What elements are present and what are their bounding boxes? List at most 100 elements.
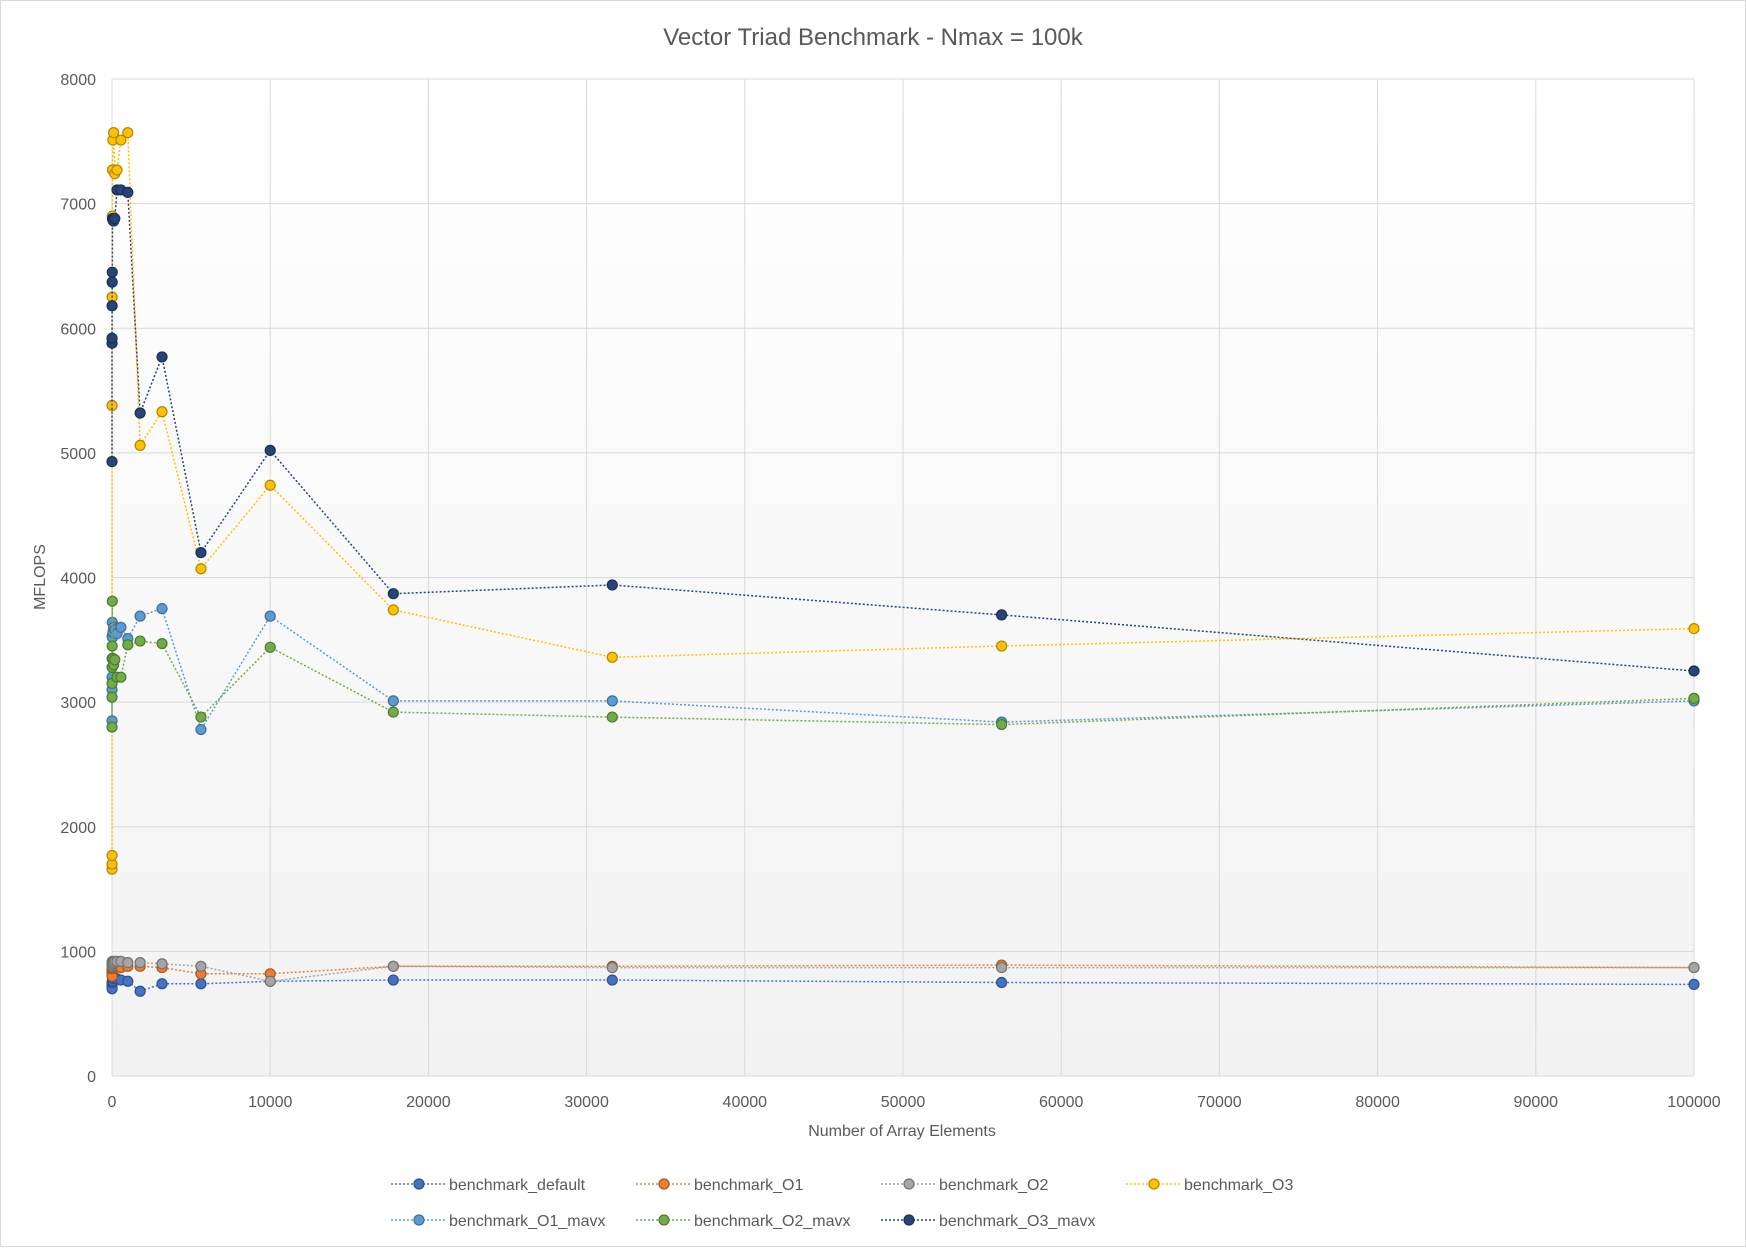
data-point (156, 603, 168, 615)
data-point (156, 406, 168, 418)
data-point (115, 621, 127, 633)
data-point (195, 563, 207, 575)
data-point (606, 695, 618, 707)
data-point (156, 958, 168, 970)
x-axis-title: Number of Array Elements (808, 1123, 996, 1140)
data-point (134, 610, 146, 622)
legend-item: benchmark_O2_mavx (636, 1213, 851, 1230)
data-point (109, 654, 121, 666)
data-point (122, 639, 134, 651)
data-point (115, 134, 127, 146)
x-tick-label: 0 (108, 1094, 117, 1111)
y-tick-label: 6000 (60, 321, 96, 338)
data-point (106, 276, 118, 288)
data-point (1688, 622, 1700, 635)
legend-marker (903, 1214, 915, 1226)
data-point (134, 956, 146, 969)
data-point (156, 637, 168, 650)
data-point (122, 975, 134, 987)
x-tick-label: 100000 (1667, 1094, 1720, 1111)
y-tick-label: 4000 (60, 571, 96, 588)
data-point (606, 711, 618, 723)
legend-label: benchmark_default (449, 1177, 586, 1194)
x-tick-label: 80000 (1355, 1094, 1400, 1111)
data-point (264, 975, 276, 987)
x-tick-label: 10000 (248, 1094, 293, 1111)
data-point (134, 439, 146, 451)
data-point (156, 351, 168, 363)
legend-label: benchmark_O2_mavx (694, 1213, 851, 1230)
data-point (106, 300, 118, 312)
data-point (195, 978, 207, 990)
data-point (106, 595, 118, 607)
data-point (387, 588, 399, 600)
legend-label: benchmark_O1 (694, 1177, 803, 1194)
data-point (606, 651, 618, 663)
legend: benchmark_default benchmark_O1 benchmark_O… (391, 1177, 1293, 1230)
data-point (264, 444, 276, 456)
chart-title: Vector Triad Benchmark - Nmax = 100k (663, 24, 1084, 51)
y-tick-label: 1000 (60, 944, 96, 961)
series-layer (106, 126, 1700, 997)
y-tick-label: 0 (87, 1069, 96, 1086)
y-tick-label: 7000 (60, 197, 96, 214)
data-point (1688, 978, 1700, 991)
legend-marker (1148, 1178, 1160, 1190)
y-tick-label: 8000 (60, 72, 96, 89)
data-point (1688, 961, 1700, 974)
data-point (387, 604, 399, 616)
data-point (122, 186, 134, 199)
data-point (195, 546, 207, 559)
data-point (996, 718, 1008, 731)
legend-marker (413, 1178, 425, 1190)
data-point (122, 956, 134, 969)
legend-item: benchmark_O2 (881, 1177, 1048, 1194)
legend-label: benchmark_O1_mavx (449, 1213, 606, 1230)
legend-marker (658, 1214, 670, 1226)
data-point (387, 974, 399, 986)
data-point (111, 164, 123, 176)
series-benchmark_O3_mavx (106, 184, 1700, 677)
data-point (264, 610, 276, 622)
y-tick-label: 5000 (60, 446, 96, 463)
data-point (1688, 665, 1700, 677)
data-point (387, 706, 399, 718)
y-tick-label: 2000 (60, 820, 96, 837)
data-point (134, 985, 146, 997)
legend-item: benchmark_O3 (1126, 1177, 1293, 1194)
x-tick-label: 90000 (1514, 1094, 1559, 1111)
legend-item: benchmark_O1 (636, 1177, 803, 1194)
data-point (387, 960, 399, 972)
data-point (122, 126, 134, 139)
legend-item: benchmark_default (391, 1177, 586, 1194)
data-point (387, 695, 399, 707)
x-tick-label: 70000 (1197, 1094, 1242, 1111)
x-tick-label: 50000 (881, 1094, 926, 1111)
data-point (107, 126, 120, 139)
y-tick-label: 3000 (60, 695, 96, 712)
data-point (115, 671, 127, 683)
x-tick-label: 40000 (723, 1094, 768, 1111)
data-point (606, 579, 618, 591)
x-tick-label: 20000 (406, 1094, 451, 1111)
data-point (996, 640, 1008, 652)
data-point (606, 961, 618, 974)
data-point (106, 640, 118, 652)
grid-layer (111, 78, 1695, 1077)
legend-item: benchmark_O3_mavx (881, 1213, 1096, 1230)
series-benchmark_O2_mavx (106, 595, 1700, 733)
data-point (195, 711, 207, 723)
data-point (996, 609, 1008, 621)
series-benchmark_O2 (106, 955, 1700, 987)
data-point (106, 691, 118, 703)
data-point (109, 212, 121, 225)
data-point (156, 978, 168, 990)
legend-label: benchmark_O3 (1184, 1177, 1293, 1194)
legend-label: benchmark_O3_mavx (939, 1213, 1096, 1230)
x-tick-label: 30000 (564, 1094, 609, 1111)
legend-label: benchmark_O2 (939, 1177, 1048, 1194)
data-point (264, 641, 276, 653)
data-point (106, 455, 118, 468)
